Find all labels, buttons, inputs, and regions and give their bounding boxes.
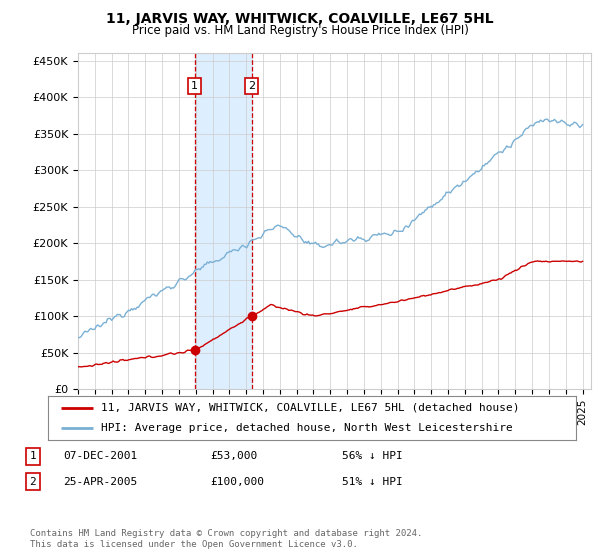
Text: HPI: Average price, detached house, North West Leicestershire: HPI: Average price, detached house, Nort… (101, 423, 512, 433)
Text: 25-APR-2005: 25-APR-2005 (63, 477, 137, 487)
Text: 07-DEC-2001: 07-DEC-2001 (63, 451, 137, 461)
Text: Contains HM Land Registry data © Crown copyright and database right 2024.
This d: Contains HM Land Registry data © Crown c… (30, 529, 422, 549)
Text: Price paid vs. HM Land Registry's House Price Index (HPI): Price paid vs. HM Land Registry's House … (131, 24, 469, 36)
Text: 1: 1 (29, 451, 37, 461)
Text: £100,000: £100,000 (210, 477, 264, 487)
Bar (194, 53, 251, 389)
Text: 2: 2 (29, 477, 37, 487)
Text: 1: 1 (191, 81, 198, 91)
Text: 51% ↓ HPI: 51% ↓ HPI (342, 477, 403, 487)
Text: 11, JARVIS WAY, WHITWICK, COALVILLE, LE67 5HL: 11, JARVIS WAY, WHITWICK, COALVILLE, LE6… (106, 12, 494, 26)
Text: 11, JARVIS WAY, WHITWICK, COALVILLE, LE67 5HL (detached house): 11, JARVIS WAY, WHITWICK, COALVILLE, LE6… (101, 403, 519, 413)
Text: 2: 2 (248, 81, 255, 91)
Text: 56% ↓ HPI: 56% ↓ HPI (342, 451, 403, 461)
Text: £53,000: £53,000 (210, 451, 257, 461)
